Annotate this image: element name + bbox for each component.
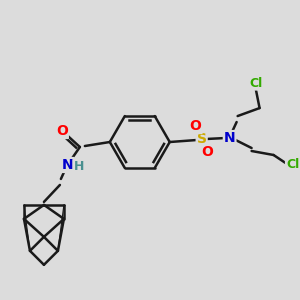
Text: Cl: Cl	[249, 76, 262, 90]
Text: O: O	[202, 145, 214, 159]
Text: H: H	[74, 160, 84, 173]
Text: O: O	[190, 119, 202, 133]
Text: S: S	[197, 132, 207, 146]
Text: N: N	[224, 131, 236, 145]
Text: N: N	[62, 158, 74, 172]
Text: O: O	[56, 124, 68, 138]
Text: Cl: Cl	[286, 158, 299, 172]
